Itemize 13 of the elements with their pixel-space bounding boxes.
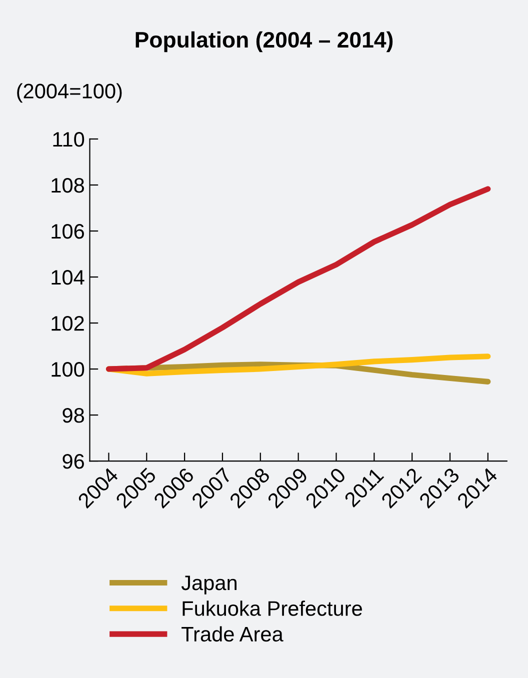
y-tick-label: 98 xyxy=(62,408,84,423)
y-tick-label: 102 xyxy=(52,316,84,331)
legend-label: Japan xyxy=(181,576,236,594)
y-tick-label: 100 xyxy=(52,362,84,377)
y-tick-label: 104 xyxy=(52,270,84,285)
legend-label: Trade Area xyxy=(182,626,284,642)
y-tick-label: 110 xyxy=(53,132,84,147)
legend-label: Fukuoka Prefecture xyxy=(182,600,362,616)
y-tick-label: 108 xyxy=(52,178,84,193)
y-axis-title: (2004=100) xyxy=(17,83,122,103)
chart-title: Population (2004 – 2014) xyxy=(136,31,393,52)
y-tick-label: 96 xyxy=(62,454,84,469)
y-tick-label: 106 xyxy=(52,224,84,239)
